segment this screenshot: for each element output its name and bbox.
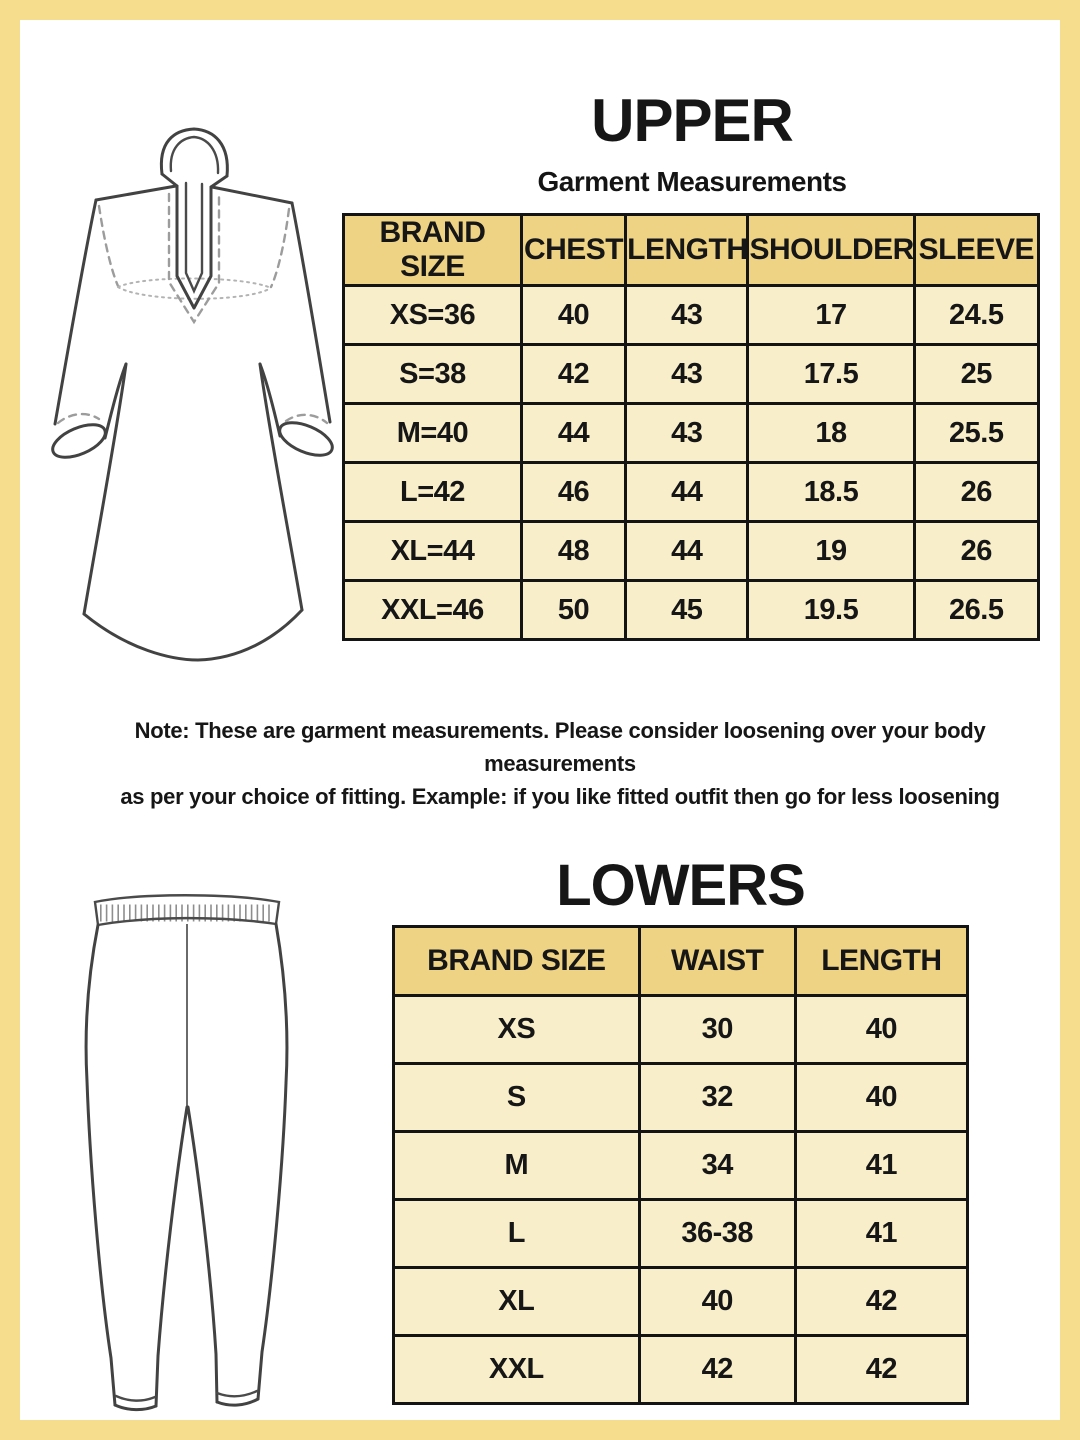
table-row: L 36-38 41 bbox=[392, 1198, 970, 1269]
cell: 34 bbox=[637, 1130, 797, 1201]
header-cell-sleeve: SLEEVE bbox=[912, 213, 1041, 287]
cell: 25.5 bbox=[912, 402, 1041, 464]
cell: 44 bbox=[519, 402, 628, 464]
pants-illustration bbox=[84, 894, 289, 1412]
table-row: L=42 46 44 18.5 26 bbox=[342, 461, 1041, 523]
cell: 46 bbox=[519, 461, 628, 523]
note-line-2: as per your choice of fitting. Example: … bbox=[120, 784, 1000, 809]
cell: 41 bbox=[793, 1198, 970, 1269]
table-row: XXL 42 42 bbox=[392, 1334, 970, 1405]
upper-section-title: UPPER bbox=[591, 87, 794, 154]
cell: 42 bbox=[519, 343, 628, 405]
measurement-note: Note: These are garment measurements. Pl… bbox=[60, 714, 1060, 813]
cell: S bbox=[392, 1062, 641, 1133]
cell: 42 bbox=[793, 1266, 970, 1337]
cell: 43 bbox=[624, 402, 750, 464]
table-row: M=40 44 43 18 25.5 bbox=[342, 402, 1041, 464]
table-row: XL=44 48 44 19 26 bbox=[342, 520, 1041, 582]
header-cell-length: LENGTH bbox=[624, 213, 750, 287]
header-cell-brand-size: BRAND SIZE bbox=[342, 213, 523, 287]
cell: 17 bbox=[746, 284, 916, 346]
table-row: XS 30 40 bbox=[392, 994, 970, 1065]
cell: XS=36 bbox=[342, 284, 523, 346]
cell: 26 bbox=[912, 461, 1041, 523]
cell: 40 bbox=[793, 1062, 970, 1133]
header-cell-shoulder: SHOULDER bbox=[746, 213, 916, 287]
cell: 26 bbox=[912, 520, 1041, 582]
cell: M bbox=[392, 1130, 641, 1201]
header-cell-brand-size: BRAND SIZE bbox=[392, 925, 641, 997]
cell: 36-38 bbox=[637, 1198, 797, 1269]
cell: XXL bbox=[392, 1334, 641, 1405]
header-cell-waist: WAIST bbox=[637, 925, 797, 997]
note-line-1: Note: These are garment measurements. Pl… bbox=[134, 718, 986, 776]
table-row: XL 40 42 bbox=[392, 1266, 970, 1337]
cell: 43 bbox=[624, 343, 750, 405]
cell: 48 bbox=[519, 520, 628, 582]
cell: 25 bbox=[912, 343, 1041, 405]
table-row: M 34 41 bbox=[392, 1130, 970, 1201]
cell: XS bbox=[392, 994, 641, 1065]
cell: 26.5 bbox=[912, 579, 1041, 641]
upper-section-subtitle: Garment Measurements bbox=[537, 166, 847, 197]
cell: 40 bbox=[519, 284, 628, 346]
lowers-section-title: LOWERS bbox=[556, 853, 806, 918]
cell: 32 bbox=[637, 1062, 797, 1133]
cell: XL=44 bbox=[342, 520, 523, 582]
cell: 43 bbox=[624, 284, 750, 346]
cell: 18.5 bbox=[746, 461, 916, 523]
table-row: S 32 40 bbox=[392, 1062, 970, 1133]
cell: 40 bbox=[793, 994, 970, 1065]
cell: 45 bbox=[624, 579, 750, 641]
cell: 44 bbox=[624, 461, 750, 523]
kurta-illustration bbox=[51, 127, 334, 662]
table-row: XS=36 40 43 17 24.5 bbox=[342, 284, 1041, 346]
cell: 30 bbox=[637, 994, 797, 1065]
cell: XL bbox=[392, 1266, 641, 1337]
cell: L=42 bbox=[342, 461, 523, 523]
cell: 40 bbox=[637, 1266, 797, 1337]
upper-size-table: BRAND SIZE CHEST LENGTH SHOULDER SLEEVE … bbox=[342, 213, 1041, 641]
cell: S=38 bbox=[342, 343, 523, 405]
cell: M=40 bbox=[342, 402, 523, 464]
cell: 19.5 bbox=[746, 579, 916, 641]
cell: 18 bbox=[746, 402, 916, 464]
cell: 41 bbox=[793, 1130, 970, 1201]
table-row: XXL=46 50 45 19.5 26.5 bbox=[342, 579, 1041, 641]
cell: 19 bbox=[746, 520, 916, 582]
header-cell-chest: CHEST bbox=[519, 213, 628, 287]
cell: L bbox=[392, 1198, 641, 1269]
header-cell-length: LENGTH bbox=[793, 925, 970, 997]
cell: 42 bbox=[793, 1334, 970, 1405]
table-row: S=38 42 43 17.5 25 bbox=[342, 343, 1041, 405]
cell: 50 bbox=[519, 579, 628, 641]
cell: 24.5 bbox=[912, 284, 1041, 346]
lower-header-row: BRAND SIZE WAIST LENGTH bbox=[392, 925, 970, 997]
upper-header-row: BRAND SIZE CHEST LENGTH SHOULDER SLEEVE bbox=[342, 213, 1041, 287]
lower-size-table: BRAND SIZE WAIST LENGTH XS 30 40 S 32 40… bbox=[392, 925, 970, 1405]
cell: 42 bbox=[637, 1334, 797, 1405]
cell: XXL=46 bbox=[342, 579, 523, 641]
cell: 17.5 bbox=[746, 343, 916, 405]
cell: 44 bbox=[624, 520, 750, 582]
